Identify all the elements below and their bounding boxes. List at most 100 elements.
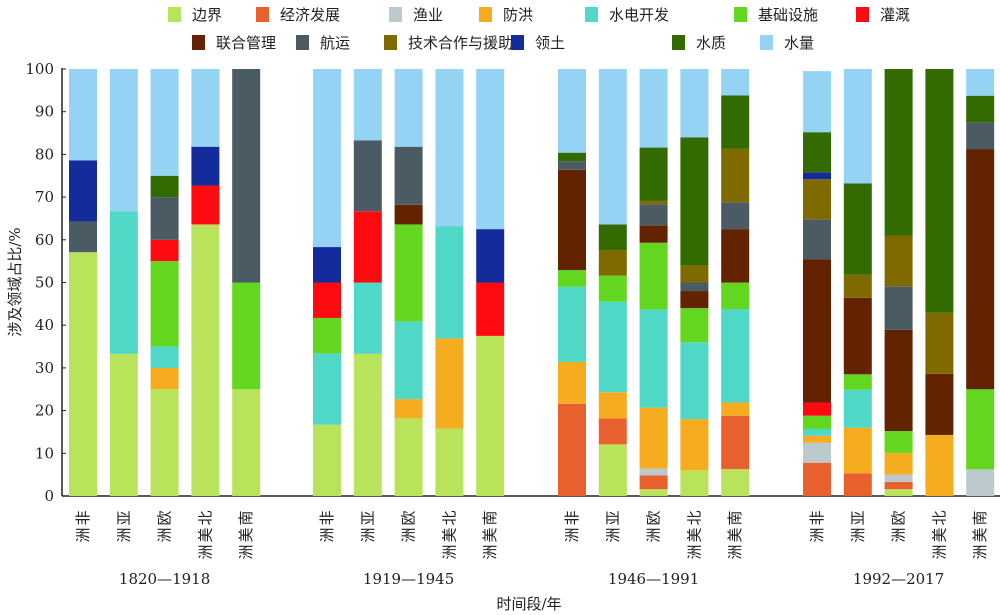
- bar-segment: [680, 69, 709, 138]
- bar-segment: [843, 69, 872, 184]
- bar-segment: [353, 69, 382, 141]
- bar-segment: [925, 373, 954, 435]
- x-tick-char: 北: [440, 510, 458, 525]
- legend-label: 渔业: [413, 6, 444, 24]
- x-tick-label: 南美洲: [237, 510, 255, 559]
- bar-segment: [69, 252, 97, 496]
- bar-segment: [639, 225, 668, 243]
- bar-segment: [232, 69, 261, 283]
- legend-swatch: [192, 35, 205, 50]
- x-tick-char: 北: [196, 510, 214, 525]
- x-tick-char: 美: [726, 527, 744, 542]
- bar-segment: [476, 282, 505, 336]
- y-tick-label: 50: [35, 274, 54, 292]
- legend-swatch: [760, 35, 773, 50]
- bar-segment: [803, 71, 831, 133]
- bar-segment: [680, 470, 709, 496]
- bar-segment: [843, 374, 872, 390]
- bar-segment: [721, 148, 750, 203]
- bar-segment: [803, 435, 831, 443]
- legend-swatch: [389, 7, 402, 22]
- bar-segment: [109, 69, 138, 212]
- bar-segment: [639, 309, 668, 408]
- bar-segment: [680, 282, 709, 292]
- bar-segment: [598, 69, 627, 225]
- bar-segment: [394, 146, 423, 205]
- x-tick-char: 美: [685, 527, 703, 542]
- legend-label: 技术合作与援助: [408, 34, 514, 52]
- x-tick-label: 欧洲: [400, 510, 418, 542]
- x-tick-char: 洲: [849, 527, 867, 542]
- bar-segment: [884, 69, 913, 236]
- bar-segment: [598, 444, 627, 496]
- bar-segment: [558, 403, 586, 496]
- bar-segment: [598, 418, 627, 445]
- bar-segment: [721, 69, 750, 96]
- bar-segment: [69, 221, 97, 253]
- bar-segment: [394, 399, 423, 419]
- x-tick-char: 非: [318, 510, 336, 525]
- legend-label: 航运: [320, 34, 351, 52]
- bar-segment: [803, 415, 831, 429]
- x-tick-char: 洲: [726, 544, 744, 559]
- bar-segment: [966, 95, 995, 123]
- x-tick-char: 洲: [359, 527, 377, 542]
- legend-swatch: [168, 7, 181, 22]
- legend-swatch: [296, 35, 309, 50]
- bar-segment: [680, 265, 709, 283]
- x-tick-char: 欧: [645, 510, 663, 525]
- bar-segment: [394, 204, 423, 225]
- x-tick-label: 南美洲: [726, 510, 744, 559]
- bar-segment: [313, 247, 341, 283]
- bar-segment: [435, 69, 464, 227]
- bar-segment: [884, 329, 913, 432]
- legend-label: 防洪: [503, 6, 534, 24]
- y-tick-label: 90: [35, 103, 54, 121]
- x-tick-char: 欧: [400, 510, 418, 525]
- legend-item: 航运: [296, 32, 350, 53]
- bar-segment: [313, 353, 341, 425]
- bar-segment: [843, 297, 872, 375]
- legend-swatch: [256, 7, 269, 22]
- x-tick-char: 亚: [359, 510, 377, 525]
- y-tick-label: 100: [25, 60, 54, 78]
- bar-segment: [966, 149, 995, 390]
- x-tick-char: 美: [237, 527, 255, 542]
- bar-segment: [639, 475, 668, 490]
- y-tick-label: 80: [35, 145, 54, 163]
- legend-label: 灌溉: [880, 6, 911, 24]
- bar-segment: [639, 69, 668, 148]
- bar-segment: [394, 224, 423, 322]
- x-tick-char: 南: [237, 510, 255, 525]
- bar-segment: [803, 172, 831, 180]
- bar-segment: [476, 69, 505, 230]
- bar-segment: [313, 69, 341, 248]
- bar-segment: [313, 424, 341, 496]
- x-tick-label: 欧洲: [645, 510, 663, 542]
- x-tick-char: 亚: [115, 510, 133, 525]
- bar-segment: [558, 69, 586, 153]
- x-tick-char: 南: [726, 510, 744, 525]
- bar-segment: [680, 137, 709, 266]
- legend-label: 水质: [696, 34, 727, 52]
- bar-segment: [721, 415, 750, 470]
- bar-segment: [232, 389, 261, 496]
- x-tick-char: 洲: [563, 527, 581, 542]
- x-tick-char: 洲: [318, 527, 336, 542]
- bar-segment: [313, 317, 341, 354]
- bar-segment: [639, 468, 668, 476]
- legend-label: 联合管理: [216, 34, 277, 52]
- bar-segment: [598, 224, 627, 251]
- bar-segment: [966, 122, 995, 150]
- legend-label: 边界: [192, 6, 223, 24]
- bar-segment: [558, 361, 586, 404]
- bar-segment: [435, 428, 464, 496]
- x-tick-label: 北美洲: [196, 510, 214, 559]
- bar-segment: [394, 418, 423, 496]
- x-tick-label: 北美洲: [440, 510, 458, 559]
- x-tick-char: 洲: [115, 527, 133, 542]
- x-tick-char: 洲: [156, 527, 174, 542]
- x-tick-char: 北: [930, 510, 948, 525]
- bar-segment: [966, 469, 995, 496]
